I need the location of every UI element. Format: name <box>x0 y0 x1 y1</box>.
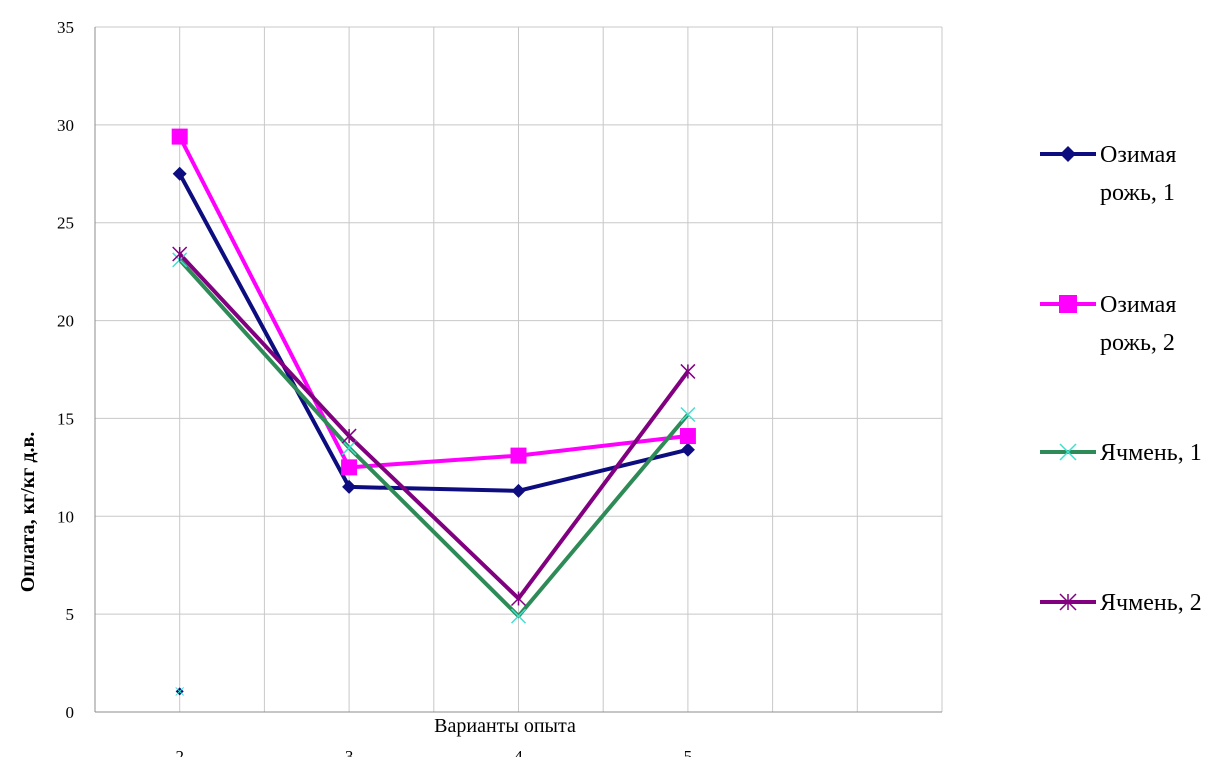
legend-item: Озимая рожь, 1 <box>1040 142 1176 206</box>
square-marker <box>341 459 358 476</box>
x-marker <box>680 406 696 423</box>
y-axis-title: Оплата, кг/кг д.в. <box>17 432 39 593</box>
y-tick-label: 20 <box>57 312 74 331</box>
y-tick-label: 30 <box>57 116 74 135</box>
series-markers <box>171 128 696 696</box>
legend-label: Озимая <box>1100 292 1176 318</box>
star-marker <box>172 246 188 262</box>
square-marker <box>1059 295 1077 313</box>
square-marker <box>679 428 696 445</box>
x-tick-label: 2 <box>175 747 184 757</box>
x-tick-label: 3 <box>345 747 354 757</box>
diamond-marker <box>680 442 695 457</box>
x-marker <box>341 440 357 456</box>
y-tick-label: 10 <box>57 507 74 526</box>
diamond-marker <box>172 166 187 181</box>
legend-label: Ячмень, 2 <box>1100 590 1202 616</box>
star-marker <box>680 363 696 379</box>
y-tick-label: 15 <box>57 409 74 428</box>
diamond-marker <box>511 483 526 498</box>
x-tick-label: 4 <box>514 747 523 757</box>
legend-label: Ячмень, 1 <box>1100 440 1202 466</box>
x-tick-label: 5 <box>684 747 693 757</box>
star-marker <box>341 428 357 444</box>
x-marker <box>510 608 527 624</box>
y-tick-label: 25 <box>57 214 74 233</box>
star-marker <box>1059 593 1077 611</box>
star-marker <box>510 590 527 607</box>
y-tick-label: 0 <box>66 703 75 722</box>
legend-item: Озимая рожь, 2 <box>1040 292 1176 356</box>
series-line <box>177 135 689 470</box>
legend-label: рожь, 1 <box>1100 180 1175 206</box>
legend-item: Ячмень, 2 <box>1040 590 1202 616</box>
legend-item: Ячмень, 1 <box>1040 440 1202 466</box>
y-tick-label: 35 <box>57 18 74 37</box>
legend-label: рожь, 2 <box>1100 330 1175 356</box>
x-marker <box>1059 443 1077 461</box>
series-line <box>178 258 690 619</box>
stray-point-marker <box>175 687 185 696</box>
x-axis-title: Варианты опыта <box>434 715 576 737</box>
series-line <box>178 252 690 601</box>
square-marker <box>510 447 527 464</box>
diamond-marker <box>1060 146 1076 162</box>
axes <box>94 27 942 713</box>
square-marker <box>171 128 188 145</box>
grid <box>95 26 943 713</box>
y-tick-label: 5 <box>66 605 75 624</box>
series-line <box>177 172 689 493</box>
series-lines <box>177 135 690 619</box>
legend-label: Озимая <box>1100 142 1176 168</box>
tick-labels: 0 5 10 15 20 25 30 35 2 3 4 5 <box>57 18 692 757</box>
legend: Озимая рожь, 1 Озимая рожь, 2 Ячмень, 1 Ячмен… <box>1040 142 1202 616</box>
diamond-marker <box>342 479 357 494</box>
